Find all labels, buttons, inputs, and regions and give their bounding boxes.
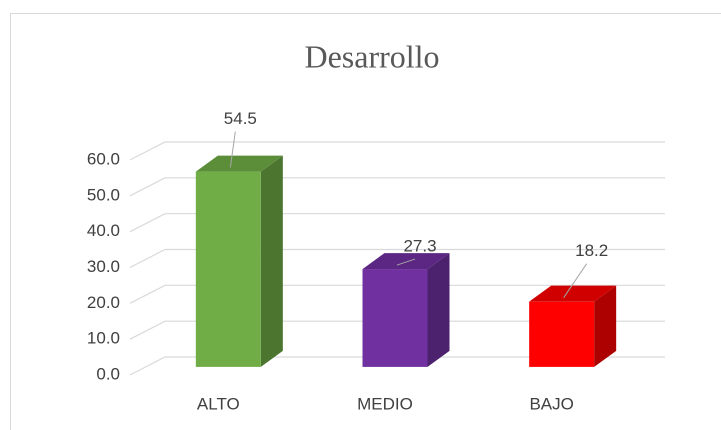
grid-line: [129, 356, 665, 376]
bar: [362, 269, 428, 367]
y-tick-label: 40.0: [87, 221, 120, 240]
grid-line: [129, 213, 665, 233]
data-label: 27.3: [403, 237, 436, 256]
grid-line: [129, 141, 665, 161]
y-tick-label: 10.0: [87, 329, 120, 348]
grid-line: [129, 320, 665, 340]
y-tick-label: 30.0: [87, 257, 120, 276]
y-tick-label: 20.0: [87, 293, 120, 312]
bar-side: [427, 253, 450, 367]
bar-side: [594, 285, 617, 367]
grid-line: [129, 284, 665, 304]
bar-top: [529, 285, 617, 302]
x-tick-label: ALTO: [197, 394, 240, 413]
grid-line: [129, 248, 665, 269]
chart-frame: [10, 13, 721, 430]
x-tick-label: MEDIO: [357, 394, 413, 413]
bar-top: [362, 253, 450, 270]
y-tick-label: 50.0: [87, 185, 120, 204]
x-tick-label: BAJO: [529, 394, 573, 413]
leader-line: [396, 258, 416, 266]
bar-side: [260, 155, 283, 367]
bar-top: [195, 155, 283, 172]
data-label: 54.5: [224, 109, 257, 128]
leader-line: [563, 263, 588, 298]
chart-title: Desarrollo: [304, 38, 439, 74]
leader-line: [229, 131, 236, 168]
bar: [529, 301, 595, 367]
y-tick-label: 0.0: [96, 364, 120, 383]
grid-line: [129, 177, 665, 197]
y-tick-label: 60.0: [87, 149, 120, 168]
data-label: 18.2: [575, 241, 608, 260]
bar: [195, 171, 261, 367]
